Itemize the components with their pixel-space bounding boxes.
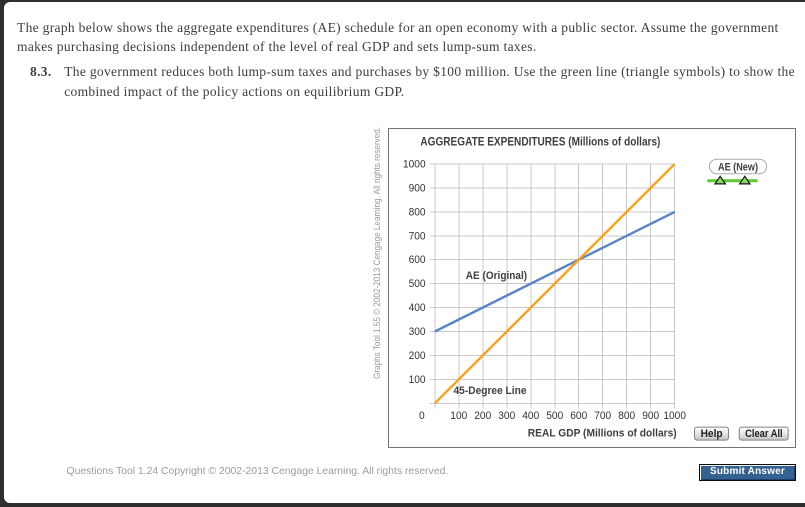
svg-text:AE (New): AE (New) — [718, 161, 758, 173]
svg-text:600: 600 — [409, 254, 426, 266]
svg-text:500: 500 — [409, 278, 426, 290]
svg-text:500: 500 — [546, 410, 563, 422]
svg-text:45-Degree Line: 45-Degree Line — [454, 385, 527, 397]
svg-text:700: 700 — [409, 230, 426, 242]
svg-text:0: 0 — [419, 410, 425, 422]
svg-text:AE (Original): AE (Original) — [466, 270, 528, 282]
svg-text:REAL GDP (Millions of dollars): REAL GDP (Millions of dollars) — [528, 428, 677, 440]
svg-text:Clear All: Clear All — [745, 428, 783, 440]
svg-text:400: 400 — [522, 410, 539, 422]
svg-text:800: 800 — [409, 206, 426, 218]
svg-text:1000: 1000 — [403, 159, 426, 171]
svg-text:100: 100 — [409, 374, 426, 386]
svg-text:900: 900 — [409, 182, 426, 194]
svg-text:200: 200 — [474, 410, 491, 422]
svg-text:200: 200 — [409, 350, 426, 362]
svg-text:900: 900 — [642, 410, 659, 422]
svg-text:1000: 1000 — [663, 410, 686, 422]
svg-text:300: 300 — [498, 410, 515, 422]
svg-text:100: 100 — [450, 410, 467, 422]
svg-text:Help: Help — [701, 428, 723, 440]
svg-text:800: 800 — [618, 410, 635, 422]
svg-text:700: 700 — [594, 410, 611, 422]
svg-text:400: 400 — [409, 302, 426, 314]
svg-text:300: 300 — [409, 326, 426, 338]
svg-text:600: 600 — [570, 410, 587, 422]
svg-text:AGGREGATE EXPENDITURES (Millio: AGGREGATE EXPENDITURES (Millions of doll… — [420, 137, 660, 149]
